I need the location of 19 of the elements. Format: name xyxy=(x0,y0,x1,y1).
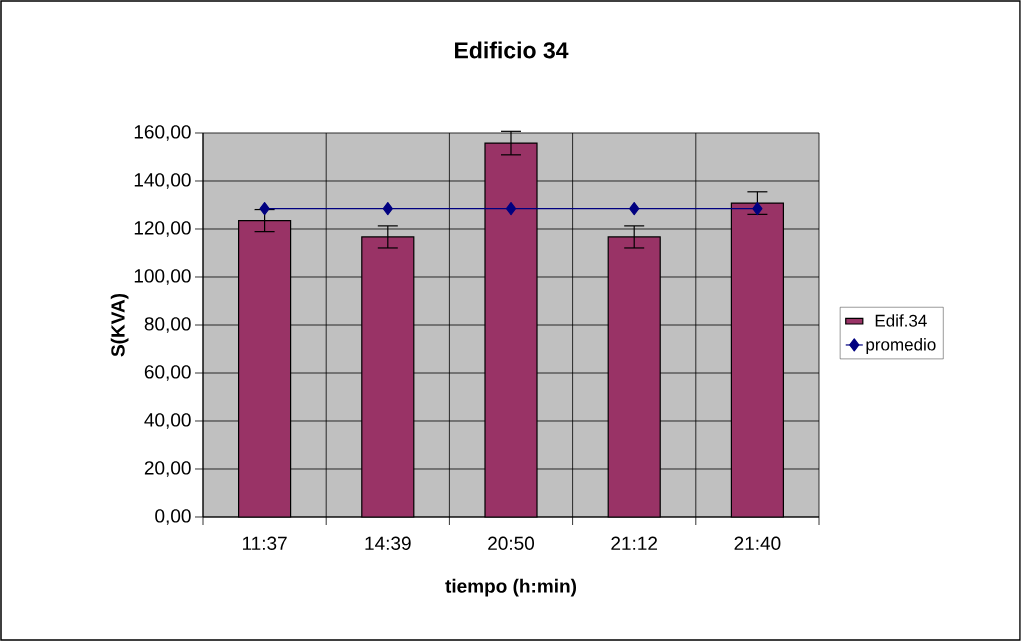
x-tick-label: 21:40 xyxy=(734,536,781,550)
x-tick-label: 11:37 xyxy=(242,536,287,550)
x-axis-title: tiempo (h:min) xyxy=(445,578,577,597)
y-tick-label: 20,00 xyxy=(144,461,191,477)
y-tick-label: 140,00 xyxy=(134,173,191,189)
y-tick-label: 80,00 xyxy=(144,317,191,333)
y-tick-label: 0,00 xyxy=(155,509,191,525)
x-tick-label: 21:12 xyxy=(611,536,658,550)
y-tick-label: 120,00 xyxy=(134,221,191,237)
chart-title: Edificio 34 xyxy=(455,41,569,59)
x-tick-label: 20:50 xyxy=(488,536,535,550)
y-tick-label: 60,00 xyxy=(144,365,191,381)
y-tick-label: 100,00 xyxy=(134,269,191,285)
y-axis-title: S(KVA) xyxy=(110,293,129,357)
y-tick-label: 160,00 xyxy=(134,125,191,141)
x-tick-label: 14:39 xyxy=(365,536,411,550)
legend-label: Edif.34 xyxy=(875,314,927,327)
legend-label: promedio xyxy=(866,338,936,354)
y-tick-label: 40,00 xyxy=(144,413,191,429)
